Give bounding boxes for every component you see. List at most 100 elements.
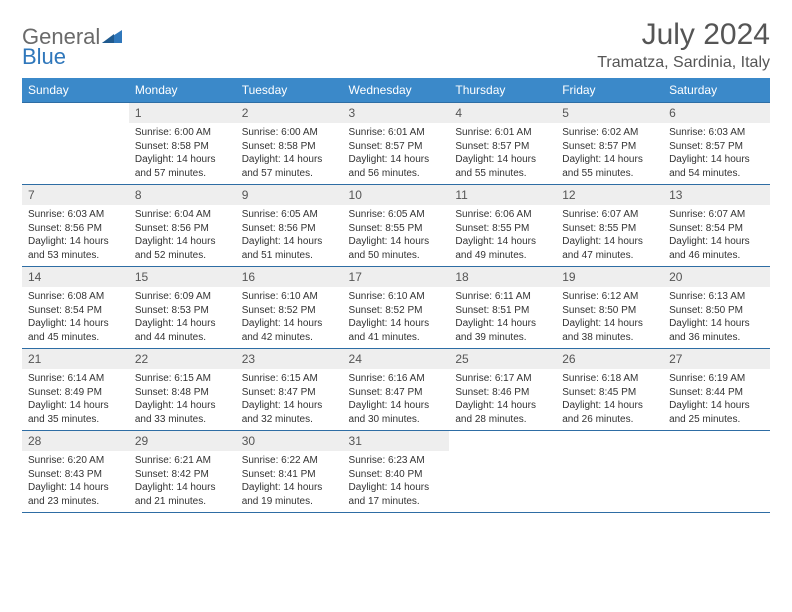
calendar-body: .. 1Sunrise: 6:00 AMSunset: 8:58 PMDaylig… [22,103,770,513]
day-details: Sunrise: 6:09 AMSunset: 8:53 PMDaylight:… [129,287,236,347]
calendar-day-cell: 21Sunrise: 6:14 AMSunset: 8:49 PMDayligh… [22,349,129,431]
calendar-day-cell: 28Sunrise: 6:20 AMSunset: 8:43 PMDayligh… [22,431,129,513]
calendar-day-cell: 8Sunrise: 6:04 AMSunset: 8:56 PMDaylight… [129,185,236,267]
day-number: 23 [236,349,343,369]
calendar-day-cell: .. [449,431,556,513]
calendar-day-cell: 25Sunrise: 6:17 AMSunset: 8:46 PMDayligh… [449,349,556,431]
day-details: Sunrise: 6:15 AMSunset: 8:48 PMDaylight:… [129,369,236,429]
weekday-header: Friday [556,78,663,103]
day-details: Sunrise: 6:05 AMSunset: 8:55 PMDaylight:… [343,205,450,265]
calendar-day-cell: 14Sunrise: 6:08 AMSunset: 8:54 PMDayligh… [22,267,129,349]
day-number: 14 [22,267,129,287]
calendar-day-cell: 24Sunrise: 6:16 AMSunset: 8:47 PMDayligh… [343,349,450,431]
calendar-day-cell: 29Sunrise: 6:21 AMSunset: 8:42 PMDayligh… [129,431,236,513]
calendar-day-cell: 31Sunrise: 6:23 AMSunset: 8:40 PMDayligh… [343,431,450,513]
day-details: Sunrise: 6:14 AMSunset: 8:49 PMDaylight:… [22,369,129,429]
calendar-week-row: 14Sunrise: 6:08 AMSunset: 8:54 PMDayligh… [22,267,770,349]
day-number: 15 [129,267,236,287]
day-details: Sunrise: 6:03 AMSunset: 8:56 PMDaylight:… [22,205,129,265]
day-number: 3 [343,103,450,123]
calendar-week-row: 21Sunrise: 6:14 AMSunset: 8:49 PMDayligh… [22,349,770,431]
day-details: Sunrise: 6:08 AMSunset: 8:54 PMDaylight:… [22,287,129,347]
calendar-day-cell: 1Sunrise: 6:00 AMSunset: 8:58 PMDaylight… [129,103,236,185]
day-details: Sunrise: 6:07 AMSunset: 8:54 PMDaylight:… [663,205,770,265]
day-details: Sunrise: 6:05 AMSunset: 8:56 PMDaylight:… [236,205,343,265]
day-number: 6 [663,103,770,123]
calendar-table: SundayMondayTuesdayWednesdayThursdayFrid… [22,78,770,513]
header: General July 2024 Tramatza, Sardinia, It… [22,18,770,72]
day-number: 16 [236,267,343,287]
calendar-day-cell: 9Sunrise: 6:05 AMSunset: 8:56 PMDaylight… [236,185,343,267]
calendar-day-cell: 10Sunrise: 6:05 AMSunset: 8:55 PMDayligh… [343,185,450,267]
weekday-header: Monday [129,78,236,103]
calendar-day-cell: 2Sunrise: 6:00 AMSunset: 8:58 PMDaylight… [236,103,343,185]
day-number: 12 [556,185,663,205]
calendar-day-cell: 22Sunrise: 6:15 AMSunset: 8:48 PMDayligh… [129,349,236,431]
weekday-header: Thursday [449,78,556,103]
calendar-day-cell: .. [663,431,770,513]
day-number: 26 [556,349,663,369]
day-details: Sunrise: 6:12 AMSunset: 8:50 PMDaylight:… [556,287,663,347]
day-number: 2 [236,103,343,123]
day-details: Sunrise: 6:17 AMSunset: 8:46 PMDaylight:… [449,369,556,429]
day-number: 5 [556,103,663,123]
weekday-header: Sunday [22,78,129,103]
day-number: 19 [556,267,663,287]
day-details: Sunrise: 6:10 AMSunset: 8:52 PMDaylight:… [236,287,343,347]
calendar-day-cell: 3Sunrise: 6:01 AMSunset: 8:57 PMDaylight… [343,103,450,185]
brand-triangle-icon [102,28,122,46]
day-number: 9 [236,185,343,205]
day-number: 24 [343,349,450,369]
day-number: 18 [449,267,556,287]
day-details: Sunrise: 6:01 AMSunset: 8:57 PMDaylight:… [449,123,556,183]
weekday-header: Wednesday [343,78,450,103]
location-text: Tramatza, Sardinia, Italy [597,54,770,72]
day-number: 30 [236,431,343,451]
calendar-week-row: 28Sunrise: 6:20 AMSunset: 8:43 PMDayligh… [22,431,770,513]
weekday-header: Tuesday [236,78,343,103]
calendar-day-cell: 15Sunrise: 6:09 AMSunset: 8:53 PMDayligh… [129,267,236,349]
calendar-day-cell: 19Sunrise: 6:12 AMSunset: 8:50 PMDayligh… [556,267,663,349]
calendar-day-cell: 20Sunrise: 6:13 AMSunset: 8:50 PMDayligh… [663,267,770,349]
brand-text-blue: Blue [22,44,66,69]
day-details: Sunrise: 6:03 AMSunset: 8:57 PMDaylight:… [663,123,770,183]
day-number: 4 [449,103,556,123]
day-number: 7 [22,185,129,205]
calendar-day-cell: 12Sunrise: 6:07 AMSunset: 8:55 PMDayligh… [556,185,663,267]
day-details: Sunrise: 6:23 AMSunset: 8:40 PMDaylight:… [343,451,450,511]
day-details: Sunrise: 6:16 AMSunset: 8:47 PMDaylight:… [343,369,450,429]
calendar-day-cell: 6Sunrise: 6:03 AMSunset: 8:57 PMDaylight… [663,103,770,185]
calendar-day-cell: 17Sunrise: 6:10 AMSunset: 8:52 PMDayligh… [343,267,450,349]
day-number: 31 [343,431,450,451]
calendar-day-cell: 26Sunrise: 6:18 AMSunset: 8:45 PMDayligh… [556,349,663,431]
day-details: Sunrise: 6:07 AMSunset: 8:55 PMDaylight:… [556,205,663,265]
day-details: Sunrise: 6:13 AMSunset: 8:50 PMDaylight:… [663,287,770,347]
day-details: Sunrise: 6:22 AMSunset: 8:41 PMDaylight:… [236,451,343,511]
day-details: Sunrise: 6:10 AMSunset: 8:52 PMDaylight:… [343,287,450,347]
calendar-week-row: 7Sunrise: 6:03 AMSunset: 8:56 PMDaylight… [22,185,770,267]
weekday-header-row: SundayMondayTuesdayWednesdayThursdayFrid… [22,78,770,103]
day-details: Sunrise: 6:01 AMSunset: 8:57 PMDaylight:… [343,123,450,183]
calendar-day-cell: .. [556,431,663,513]
day-details: Sunrise: 6:20 AMSunset: 8:43 PMDaylight:… [22,451,129,511]
calendar-day-cell: 13Sunrise: 6:07 AMSunset: 8:54 PMDayligh… [663,185,770,267]
calendar-day-cell: 7Sunrise: 6:03 AMSunset: 8:56 PMDaylight… [22,185,129,267]
day-number: 1 [129,103,236,123]
day-number: 27 [663,349,770,369]
calendar-day-cell: 18Sunrise: 6:11 AMSunset: 8:51 PMDayligh… [449,267,556,349]
calendar-day-cell: 16Sunrise: 6:10 AMSunset: 8:52 PMDayligh… [236,267,343,349]
day-details: Sunrise: 6:21 AMSunset: 8:42 PMDaylight:… [129,451,236,511]
day-number: 17 [343,267,450,287]
day-number: 20 [663,267,770,287]
day-details: Sunrise: 6:19 AMSunset: 8:44 PMDaylight:… [663,369,770,429]
calendar-day-cell: 5Sunrise: 6:02 AMSunset: 8:57 PMDaylight… [556,103,663,185]
day-number: 8 [129,185,236,205]
day-number: 25 [449,349,556,369]
day-details: Sunrise: 6:18 AMSunset: 8:45 PMDaylight:… [556,369,663,429]
calendar-day-cell: 30Sunrise: 6:22 AMSunset: 8:41 PMDayligh… [236,431,343,513]
day-number: 29 [129,431,236,451]
weekday-header: Saturday [663,78,770,103]
calendar-day-cell: 11Sunrise: 6:06 AMSunset: 8:55 PMDayligh… [449,185,556,267]
calendar-day-cell: 4Sunrise: 6:01 AMSunset: 8:57 PMDaylight… [449,103,556,185]
day-number: 21 [22,349,129,369]
